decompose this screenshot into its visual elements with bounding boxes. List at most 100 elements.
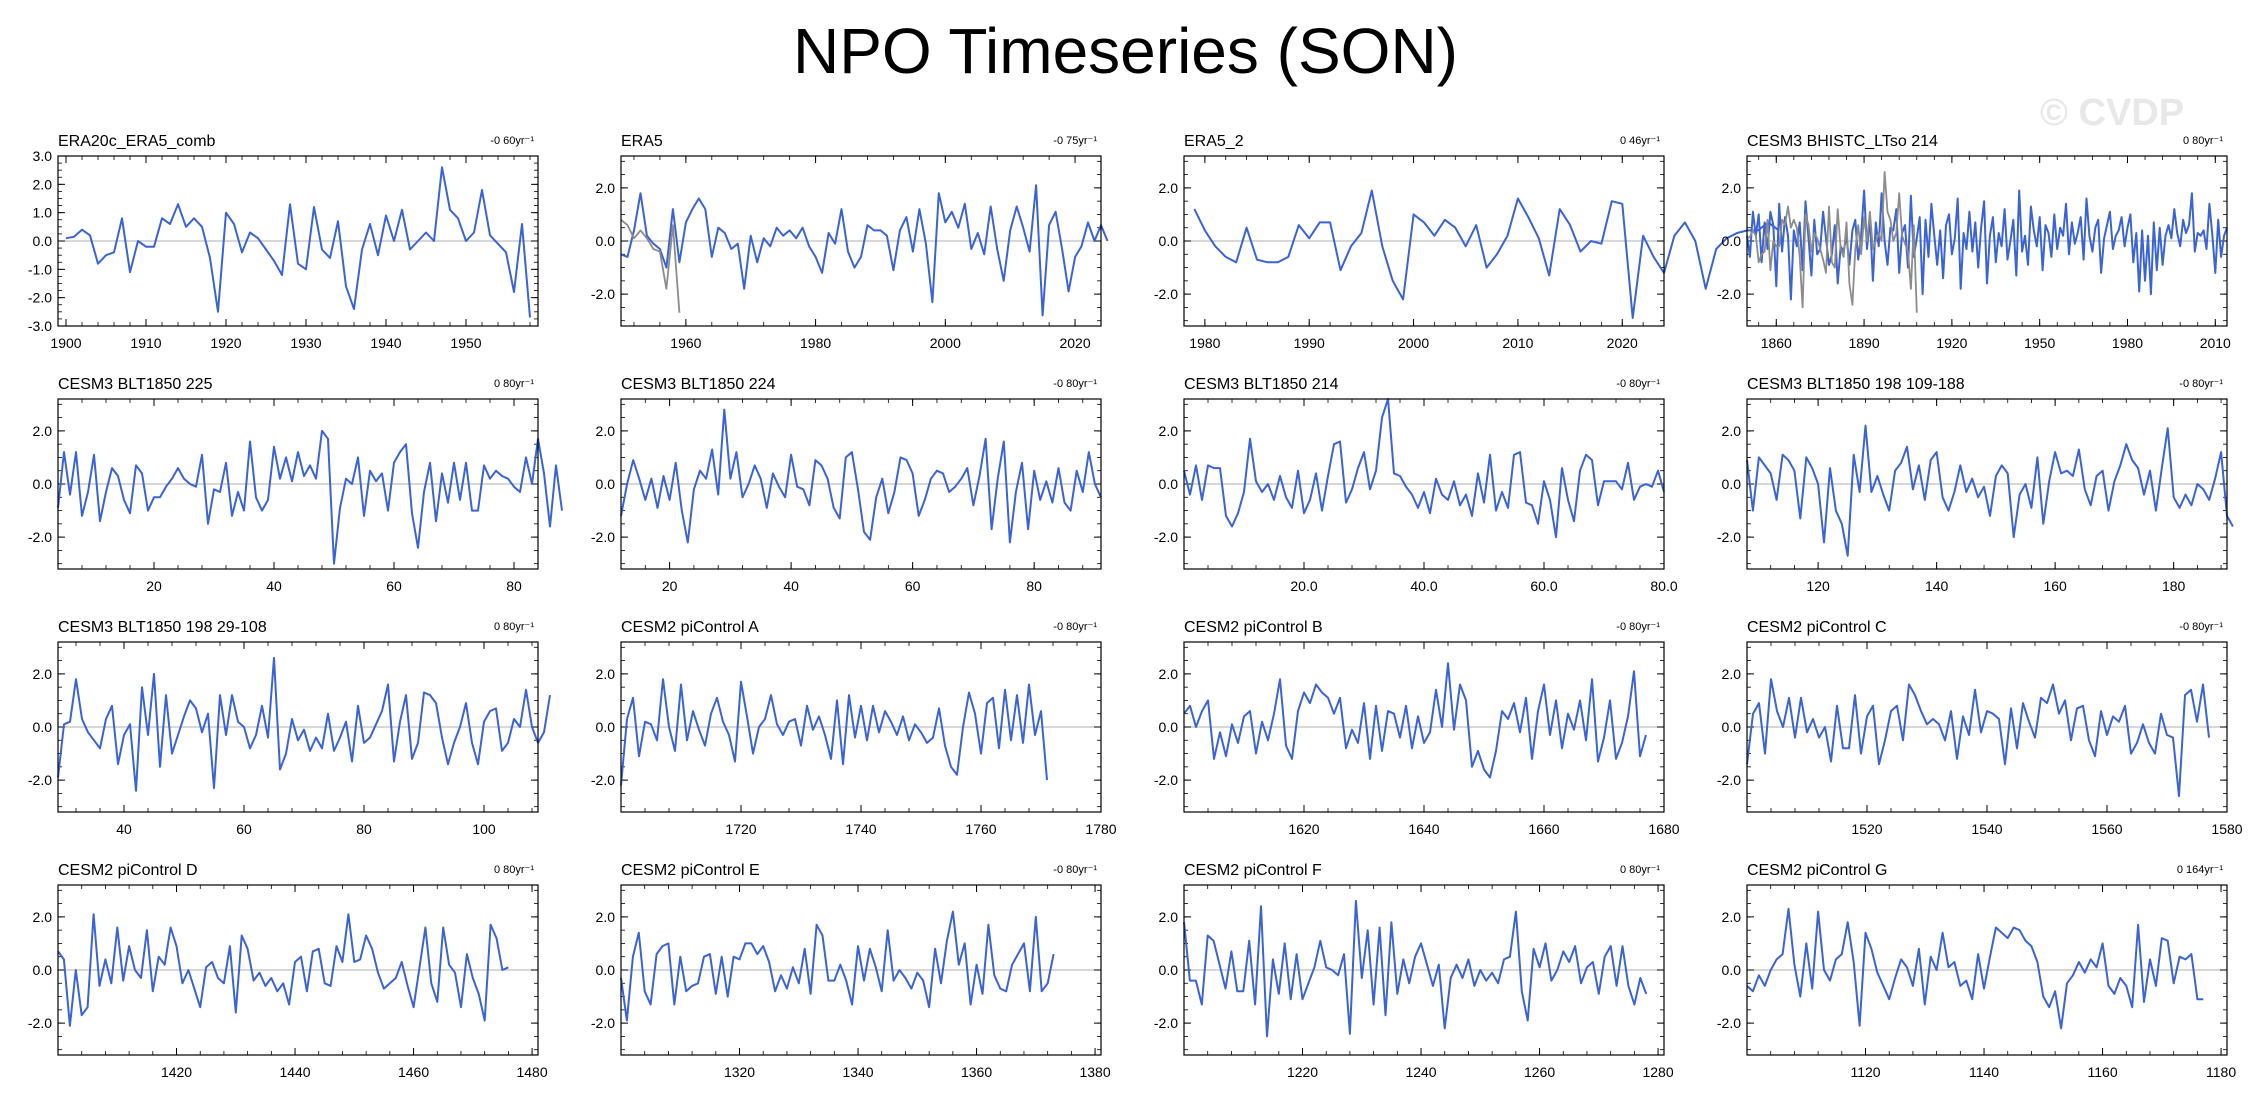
series-line <box>1183 662 1647 779</box>
plot-frame <box>620 398 1102 570</box>
y-tick-label: 0.0 <box>1159 233 1179 249</box>
trend-label: -0 80yr⁻¹ <box>1053 864 1097 876</box>
y-tick-label: 3.0 <box>33 148 53 164</box>
plot-frame <box>1183 641 1665 813</box>
x-tick-label: 1960 <box>670 335 701 351</box>
panel-title: CESM2 piControl A <box>621 619 759 636</box>
x-tick-label: 40 <box>266 578 282 594</box>
plot-frame <box>1746 398 2228 570</box>
y-tick-label: -2.0 <box>1717 772 1741 788</box>
y-tick-label: -2.0 <box>1717 529 1741 545</box>
x-tick-label: 1540 <box>1971 821 2002 837</box>
plot-frame <box>1183 155 1665 327</box>
y-tick-label: -3.0 <box>28 318 52 334</box>
x-tick-label: 20 <box>146 578 162 594</box>
series-line <box>65 166 531 318</box>
x-tick-label: 2020 <box>1059 335 1090 351</box>
x-tick-label: 1460 <box>398 1064 429 1080</box>
trend-label: 0 164yr⁻¹ <box>2177 864 2223 876</box>
x-tick-label: 80 <box>1026 578 1042 594</box>
y-tick-label: -2.0 <box>28 290 52 306</box>
trend-label: 0 80yr⁻¹ <box>494 378 534 390</box>
x-tick-label: 1660 <box>1528 821 1559 837</box>
panel-title: CESM3 BLT1850 224 <box>621 376 776 393</box>
plot-frame <box>620 155 1102 327</box>
panel-title: CESM3 BHISTC_LTso 214 <box>1747 133 1938 150</box>
x-tick-label: 20.0 <box>1290 578 1317 594</box>
x-tick-label: 1120 <box>1850 1064 1880 1080</box>
y-tick-label: -2.0 <box>1154 529 1178 545</box>
x-tick-label: 1720 <box>725 821 756 837</box>
series-line <box>620 678 1048 786</box>
panel-title: CESM2 piControl D <box>58 862 198 879</box>
x-tick-label: 1560 <box>2091 821 2122 837</box>
x-tick-label: 2000 <box>930 335 961 351</box>
y-tick-label: -2.0 <box>28 1015 52 1031</box>
figure-title: NPO Timeseries (SON) <box>793 15 1458 87</box>
panel-12: CESM2 piControl C -0 80yr⁻¹ -2.0 0.0 2.0 1520… <box>1717 619 2243 837</box>
x-tick-label: 1890 <box>1848 335 1879 351</box>
x-tick-label: 1420 <box>161 1064 192 1080</box>
trend-label: 0 80yr⁻¹ <box>494 621 534 633</box>
panel-16: CESM2 piControl G 0 164yr⁻¹ -2.0 0.0 2.0 1120… <box>1717 862 2236 1080</box>
trend-label: 0 80yr⁻¹ <box>2183 135 2223 147</box>
y-tick-label: -2.0 <box>1717 1015 1741 1031</box>
panel-10: CESM2 piControl A -0 80yr⁻¹ -2.0 0.0 2.0 1720… <box>591 619 1117 837</box>
x-tick-label: 1920 <box>1936 335 1967 351</box>
trend-label: -0 80yr⁻¹ <box>1053 378 1097 390</box>
y-tick-label: 2.0 <box>1722 423 1742 439</box>
trend-label: -0 80yr⁻¹ <box>2179 378 2223 390</box>
panel-9: CESM3 BLT1850 198 29-108 0 80yr⁻¹ -2.0 0.0 2… <box>28 619 551 837</box>
x-tick-label: 20 <box>662 578 678 594</box>
plot-frame <box>57 884 539 1056</box>
series-line <box>1746 424 2234 557</box>
y-tick-label: -2.0 <box>1154 286 1178 302</box>
y-tick-label: 0.0 <box>596 476 616 492</box>
x-tick-label: 80 <box>506 578 522 594</box>
series-line <box>1746 907 2204 1030</box>
trend-label: -0 80yr⁻¹ <box>1616 378 1660 390</box>
secondary-series-line <box>620 219 681 313</box>
panel-title: CESM2 piControl B <box>1184 619 1323 636</box>
plot-frame <box>1183 884 1665 1056</box>
trend-label: 0 80yr⁻¹ <box>494 864 534 876</box>
x-tick-label: 40 <box>116 821 132 837</box>
panel-7: CESM3 BLT1850 214 -0 80yr⁻¹ -2.0 0.0 2.0 20.0… <box>1154 376 1678 594</box>
y-tick-label: 0.0 <box>596 233 616 249</box>
x-tick-label: 100 <box>472 821 496 837</box>
x-tick-label: 1260 <box>1524 1064 1555 1080</box>
x-tick-label: 1680 <box>1648 821 1679 837</box>
plot-frame <box>1183 398 1665 570</box>
x-tick-label: 160 <box>2043 578 2067 594</box>
panel-2: ERA5 -0 75yr⁻¹ -2.0 0.0 2.0 1960 1980 2000 2020 <box>591 133 1109 351</box>
x-tick-label: 40.0 <box>1410 578 1437 594</box>
panel-15: CESM2 piControl F 0 80yr⁻¹ -2.0 0.0 2.0 1220 1… <box>1154 862 1674 1080</box>
x-tick-label: 120 <box>1806 578 1830 594</box>
x-tick-label: 1340 <box>842 1064 873 1080</box>
panel-3: ERA5_2 0 46yr⁻¹ -2.0 0.0 2.0 1980 1990 2000 2010… <box>1154 133 1780 351</box>
y-tick-label: 2.0 <box>596 909 616 925</box>
secondary-series-line <box>1746 170 1918 313</box>
y-tick-label: 2.0 <box>1722 666 1742 682</box>
y-tick-label: 0.0 <box>1159 719 1179 735</box>
panel-title: CESM3 BLT1850 198 109-188 <box>1747 376 1965 393</box>
y-tick-label: 2.0 <box>33 176 53 192</box>
plot-frame <box>620 641 1102 813</box>
y-tick-label: -2.0 <box>591 772 615 788</box>
x-tick-label: 1640 <box>1408 821 1439 837</box>
x-tick-label: 1940 <box>370 335 401 351</box>
plot-frame <box>1746 641 2228 813</box>
y-tick-label: -2.0 <box>1154 1015 1178 1031</box>
x-tick-label: 1180 <box>2206 1064 2236 1080</box>
trend-label: 0 80yr⁻¹ <box>1620 864 1660 876</box>
panel-title: CESM2 piControl E <box>621 862 760 879</box>
x-tick-label: 1980 <box>2112 335 2143 351</box>
x-tick-label: 180 <box>2162 578 2186 594</box>
trend-label: -0 80yr⁻¹ <box>1616 621 1660 633</box>
x-tick-label: 1140 <box>1969 1064 1999 1080</box>
panel-13: CESM2 piControl D 0 80yr⁻¹ -2.0 0.0 2.0 1420 1… <box>28 862 548 1080</box>
y-tick-label: 0.0 <box>1722 233 1742 249</box>
x-tick-label: 80 <box>356 821 372 837</box>
x-tick-label: 1980 <box>800 335 831 351</box>
y-tick-label: 2.0 <box>33 909 53 925</box>
